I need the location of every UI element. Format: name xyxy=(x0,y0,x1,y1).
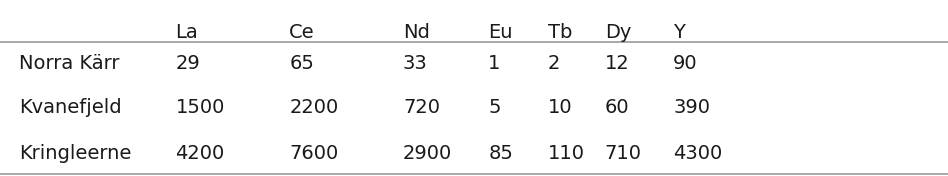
Text: 29: 29 xyxy=(175,54,200,73)
Text: Ce: Ce xyxy=(289,23,315,42)
Text: Norra Kärr: Norra Kärr xyxy=(19,54,119,73)
Text: 33: 33 xyxy=(403,54,428,73)
Text: 1500: 1500 xyxy=(175,98,225,117)
Text: 710: 710 xyxy=(605,144,642,163)
Text: 2900: 2900 xyxy=(403,144,452,163)
Text: Y: Y xyxy=(673,23,685,42)
Text: 1: 1 xyxy=(488,54,501,73)
Text: Nd: Nd xyxy=(403,23,429,42)
Text: 2: 2 xyxy=(548,54,560,73)
Text: 720: 720 xyxy=(403,98,440,117)
Text: 390: 390 xyxy=(673,98,710,117)
Text: 65: 65 xyxy=(289,54,314,73)
Text: Kvanefjeld: Kvanefjeld xyxy=(19,98,121,117)
Text: 2200: 2200 xyxy=(289,98,338,117)
Text: Tb: Tb xyxy=(548,23,573,42)
Text: 110: 110 xyxy=(548,144,585,163)
Text: 5: 5 xyxy=(488,98,501,117)
Text: 90: 90 xyxy=(673,54,698,73)
Text: 10: 10 xyxy=(548,98,573,117)
Text: 4200: 4200 xyxy=(175,144,225,163)
Text: La: La xyxy=(175,23,198,42)
Text: 12: 12 xyxy=(605,54,629,73)
Text: Kringleerne: Kringleerne xyxy=(19,144,132,163)
Text: Dy: Dy xyxy=(605,23,631,42)
Text: Eu: Eu xyxy=(488,23,513,42)
Text: 85: 85 xyxy=(488,144,513,163)
Text: 60: 60 xyxy=(605,98,629,117)
Text: 7600: 7600 xyxy=(289,144,338,163)
Text: 4300: 4300 xyxy=(673,144,722,163)
